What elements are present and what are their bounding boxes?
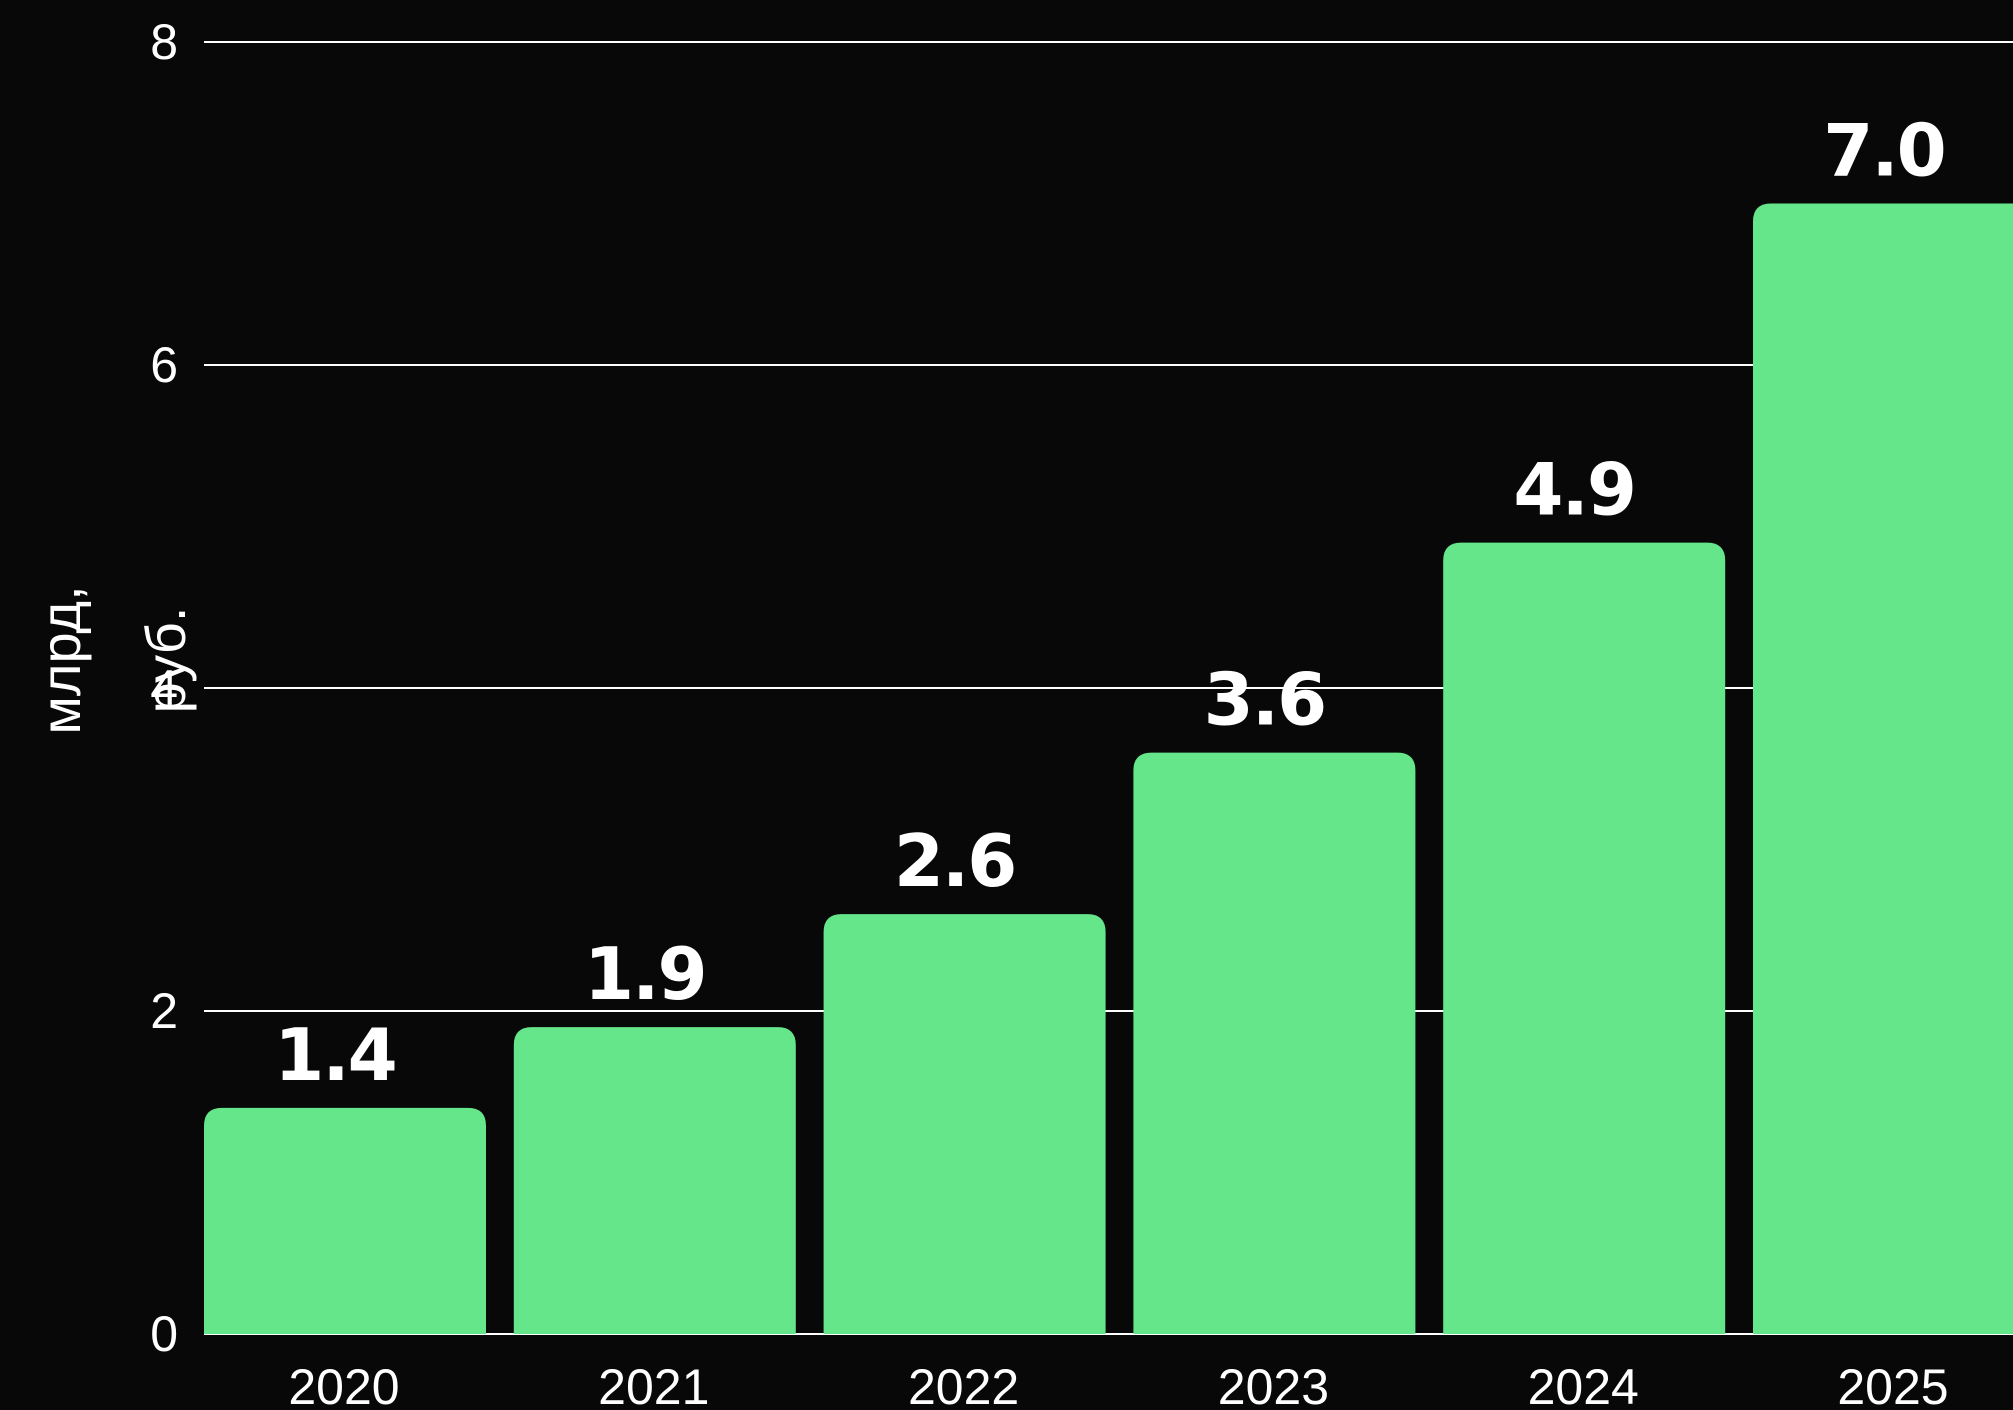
bar-2020 bbox=[204, 1107, 486, 1334]
value-label-2020: 1.4 bbox=[274, 1013, 396, 1097]
value-label-2022: 2.6 bbox=[894, 819, 1016, 903]
value-labels: 1.4 1.9 2.6 3.6 4.9 7.0 bbox=[274, 109, 1947, 1097]
y-tick-label-4: 4 bbox=[150, 660, 178, 716]
y-axis-title-line-1: млрд, bbox=[29, 585, 92, 734]
value-label-2024: 4.9 bbox=[1513, 448, 1635, 532]
x-tick-label-2023: 2023 bbox=[1218, 1359, 1329, 1410]
y-axis-title-line-2: руб. bbox=[134, 607, 197, 714]
y-tick-label-6: 6 bbox=[150, 337, 178, 393]
value-label-2023: 3.6 bbox=[1204, 658, 1326, 742]
bar-2024 bbox=[1443, 542, 1726, 1334]
y-tick-label-2: 2 bbox=[150, 983, 178, 1039]
x-tick-label-2022: 2022 bbox=[908, 1359, 1019, 1410]
y-axis-title: млрд, руб. bbox=[29, 585, 197, 734]
x-axis-ticks: 2020 2021 2022 2023 2024 2025 bbox=[288, 1359, 1948, 1410]
bar-2021 bbox=[513, 1027, 796, 1334]
y-axis-ticks: 0 2 4 6 8 bbox=[150, 14, 178, 1362]
y-tick-label-8: 8 bbox=[150, 14, 178, 70]
x-tick-label-2025: 2025 bbox=[1837, 1359, 1948, 1410]
value-label-2021: 1.9 bbox=[584, 932, 706, 1016]
bar-2022 bbox=[823, 914, 1106, 1334]
x-tick-label-2021: 2021 bbox=[598, 1359, 709, 1410]
x-tick-label-2020: 2020 bbox=[288, 1359, 399, 1410]
y-tick-label-0: 0 bbox=[150, 1306, 178, 1362]
bar-2023 bbox=[1133, 752, 1416, 1334]
bars bbox=[204, 203, 2013, 1334]
x-tick-label-2024: 2024 bbox=[1528, 1359, 1639, 1410]
bar-2025 bbox=[1753, 203, 2013, 1334]
value-label-2025: 7.0 bbox=[1823, 109, 1945, 193]
